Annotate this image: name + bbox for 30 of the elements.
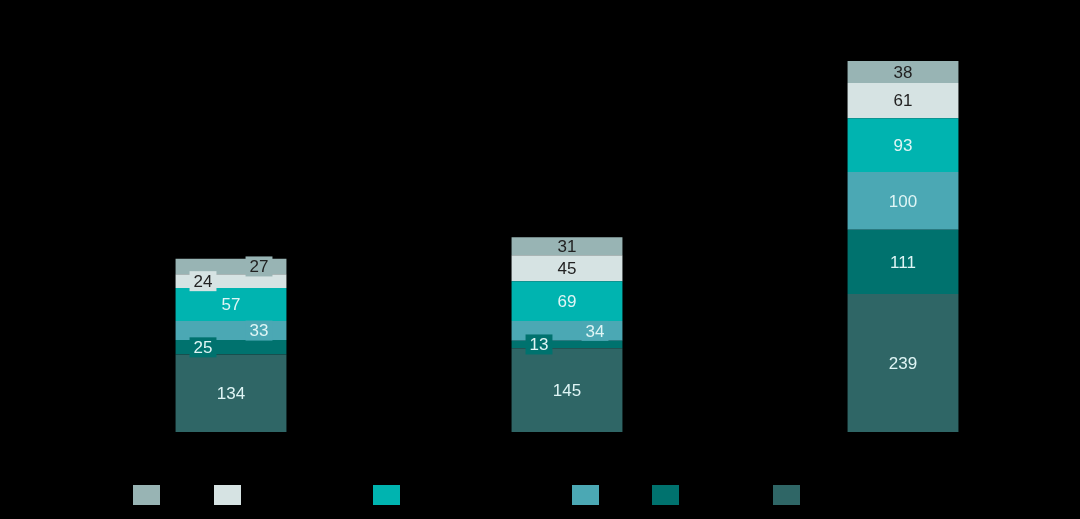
data-label: 25 <box>193 338 213 358</box>
bar <box>511 237 623 256</box>
data-label: 69 <box>557 291 577 311</box>
bar <box>847 61 959 83</box>
data-label: 61 <box>893 91 913 111</box>
data-label: 145 <box>552 380 582 400</box>
bar <box>511 255 623 282</box>
data-label: 34 <box>585 321 605 341</box>
bar <box>511 348 623 432</box>
data-label: 57 <box>221 295 241 315</box>
data-label: 38 <box>893 62 913 82</box>
data-label: 93 <box>893 135 913 155</box>
data-label: 134 <box>216 383 246 403</box>
bar <box>511 281 623 322</box>
data-label: 239 <box>888 353 918 373</box>
data-label: 27 <box>249 257 269 277</box>
bar <box>847 171 959 230</box>
data-label: 24 <box>193 271 213 291</box>
data-label: 33 <box>249 321 269 341</box>
data-label: 45 <box>557 258 577 278</box>
bar <box>847 118 959 172</box>
bar <box>847 82 959 119</box>
data-label: 111 <box>890 252 916 272</box>
data-label: 100 <box>888 191 918 211</box>
data-label: 31 <box>557 236 577 256</box>
bar <box>847 293 959 432</box>
bar <box>847 229 959 294</box>
bar <box>175 288 287 322</box>
bar <box>175 354 287 432</box>
data-label: 13 <box>529 335 549 355</box>
